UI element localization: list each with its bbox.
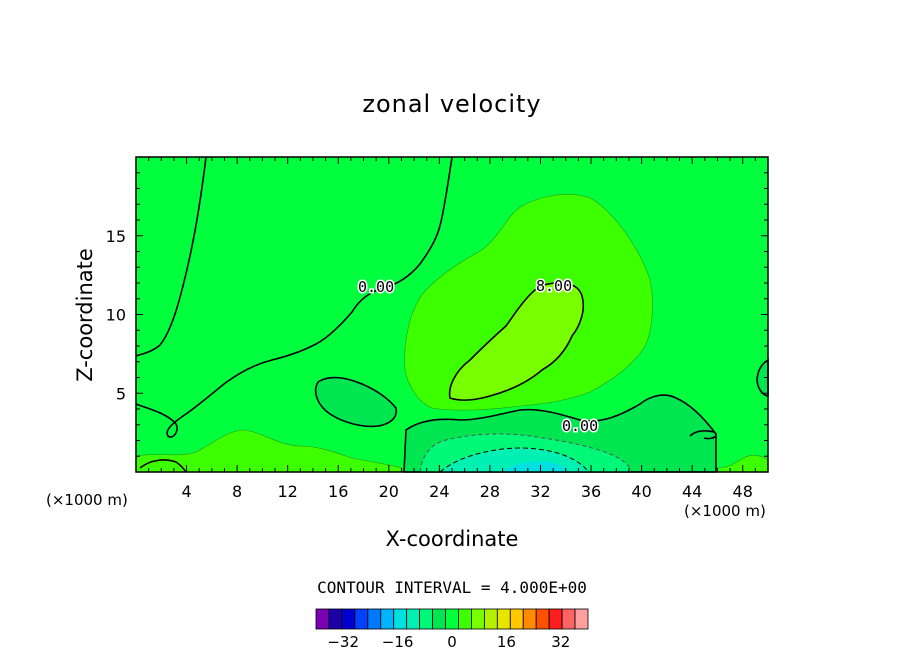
colorbar-swatch: [367, 608, 382, 630]
colorbar-swatch: [419, 608, 433, 630]
plot-area: 0.00 8.00 0.00: [135, 156, 769, 473]
x-tick-label: 32: [530, 482, 550, 501]
colorbar-swatch: [445, 608, 459, 630]
colorbar-tick-label: 16: [497, 633, 516, 651]
x-tick-label: 44: [682, 482, 702, 501]
y-tick-label: 15: [106, 227, 126, 246]
fill-region-8-lower: [458, 342, 521, 390]
y-tick-labels: 5 10 15: [106, 227, 126, 404]
colorbar-swatch: [406, 608, 421, 630]
x-tick-label: 24: [429, 482, 449, 501]
x-tick-label: 20: [379, 482, 399, 501]
zero-contour-bottom-left: [139, 459, 187, 473]
x-tick-label: 28: [480, 482, 500, 501]
axis-ticks: [136, 157, 768, 472]
colorbar-tick-label: −32: [327, 633, 359, 651]
y-tick-label: 5: [116, 384, 126, 403]
colorbar-tick-label: −16: [382, 633, 414, 651]
colorbar-swatch: [496, 608, 511, 630]
colorbar-swatch: [535, 608, 550, 630]
colorbar-swatch: [432, 608, 446, 630]
x-axis-label: X-coordinate: [386, 527, 519, 551]
colorbar-swatch: [548, 608, 563, 630]
x-tick-labels: 4 8 12 16 20 24 28 32 36 40 44 48: [181, 482, 752, 501]
x-tick-label: 8: [232, 482, 242, 501]
contour-label-2: 0.00: [562, 417, 598, 435]
colorbar-swatch: [328, 608, 343, 630]
contour-label-0: 0.00: [358, 278, 394, 296]
colorbar: [315, 608, 589, 630]
zero-contour-right-wiggle: [689, 430, 717, 440]
x-tick-label: 48: [733, 482, 753, 501]
chart-title: zonal velocity: [362, 90, 541, 118]
fill-region-4-bottom-left: [135, 429, 403, 473]
colorbar-tick-label: 32: [551, 633, 570, 651]
x-tick-label: 36: [581, 482, 601, 501]
zero-contour-upper: [135, 156, 207, 357]
x-tick-label: 40: [631, 482, 651, 501]
fill-region-minus16: [500, 461, 568, 472]
x-unit-label-right: (×1000 m): [684, 502, 766, 520]
x-tick-label: 12: [278, 482, 298, 501]
colorbar-swatch: [341, 608, 356, 630]
colorbar-swatch: [574, 608, 589, 630]
colorbar-swatch: [393, 608, 408, 630]
y-tick-label: 10: [106, 306, 126, 325]
colorbar-swatch: [471, 608, 485, 630]
fill-region-minus4-island: [314, 376, 398, 428]
contour-lines: [135, 156, 717, 473]
colorbar-swatch: [380, 608, 395, 630]
contour-label-1: 8.00: [536, 277, 572, 295]
colorbar-swatch: [522, 608, 537, 630]
colorbar-swatch: [509, 608, 524, 630]
x-tick-label: 4: [181, 482, 191, 501]
colorbar-tick-label: 0: [447, 633, 457, 651]
colorbar-tick-labels: −32 −16 0 16 32: [327, 633, 570, 651]
contour-labels: 0.00 8.00 0.00: [357, 276, 600, 437]
contour-fills: [135, 193, 769, 473]
x-unit-label-left: (×1000 m): [46, 491, 128, 509]
colorbar-swatch: [458, 608, 472, 630]
y-axis-label: Z-coordinate: [73, 248, 97, 382]
colorbar-swatch: [354, 608, 369, 630]
x-tick-label: 16: [328, 482, 348, 501]
colorbar-swatch: [561, 608, 576, 630]
zero-contour-main: [135, 156, 453, 438]
contour-interval-label: CONTOUR INTERVAL = 4.000E+00: [317, 578, 587, 597]
colorbar-swatch: [315, 608, 330, 630]
colorbar-swatch: [483, 608, 498, 630]
